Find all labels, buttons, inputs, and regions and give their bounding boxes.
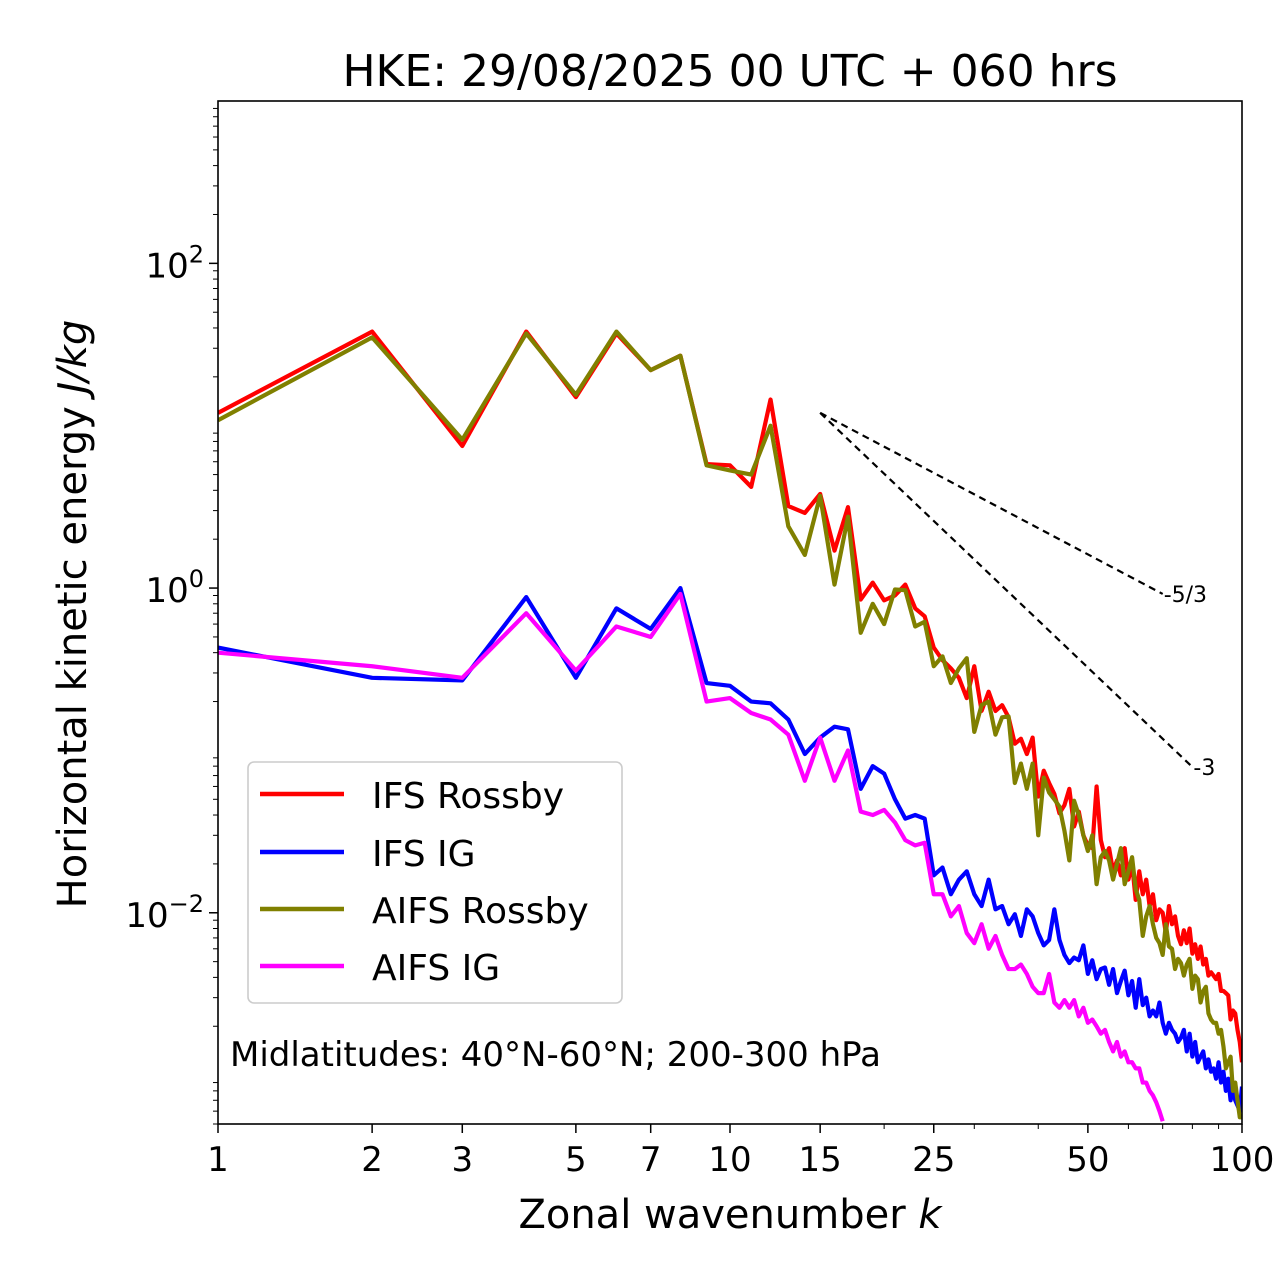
x-axis-label: Zonal wavenumber k (518, 1192, 943, 1238)
y-tick-label: 102 (145, 240, 204, 286)
legend-label-aifs-ig: AIFS IG (372, 948, 500, 989)
x-tick-label: 7 (640, 1140, 662, 1180)
chart-title: HKE: 29/08/2025 00 UTC + 060 hrs (342, 46, 1117, 97)
x-tick-label: 2 (361, 1140, 383, 1180)
plot-frame (217, 100, 1243, 1125)
x-minor-ticks (883, 1124, 1220, 1129)
series-lines (218, 329, 1242, 1122)
legend: IFS Rossby IFS IG AIFS Rossby AIFS IG (247, 761, 623, 1004)
region-annotation: Midlatitudes: 40°N-60°N; 200-300 hPa (230, 1035, 881, 1075)
x-tick-label: 50 (1066, 1140, 1109, 1180)
legend-label-ifs-rossby: IFS Rossby (372, 776, 564, 817)
x-tick-label: 15 (799, 1140, 842, 1180)
x-tick-label: 100 (1210, 1140, 1275, 1180)
x-axis-variable: k (918, 1192, 943, 1238)
x-tick-label: 5 (565, 1140, 587, 1180)
x-axis-label-text: Zonal wavenumber (518, 1192, 906, 1238)
reference-slope-lines (819, 411, 1194, 768)
legend-frame (247, 761, 623, 1004)
legend-label-ifs-ig: IFS IG (372, 834, 476, 875)
y-axis-label: Horizontal kinetic energy J/kg (50, 320, 96, 909)
series-line-aifs-ig (218, 591, 1165, 1122)
reference-slope-labels: -5/3 -3 (1164, 583, 1216, 781)
y-tick-label: 10−2 (125, 890, 204, 936)
x-tick-label: 10 (708, 1140, 751, 1180)
y-axis-ticks: 10−2 100 102 (125, 240, 218, 936)
reference-label-3: -3 (1193, 756, 1215, 781)
y-axis-label-text: Horizontal kinetic energy (50, 406, 96, 908)
series-line-aifs-rossby (218, 329, 1242, 1120)
reference-line-5-3 (819, 411, 1164, 595)
x-tick-label: 3 (451, 1140, 473, 1180)
series-line-ifs-ig (218, 585, 1242, 1114)
legend-label-aifs-rossby: AIFS Rossby (372, 891, 589, 932)
x-tick-label: 25 (912, 1140, 955, 1180)
y-minor-ticks (213, 107, 218, 1125)
x-tick-label: 1 (207, 1140, 229, 1180)
x-axis-ticks: 1 2 3 5 7 10 15 25 50 100 (207, 1124, 1274, 1180)
reference-label-5-3: -5/3 (1164, 583, 1207, 608)
y-axis-unit: J/kg (50, 320, 96, 401)
y-tick-label: 100 (145, 565, 204, 611)
reference-line-3 (819, 412, 1194, 768)
